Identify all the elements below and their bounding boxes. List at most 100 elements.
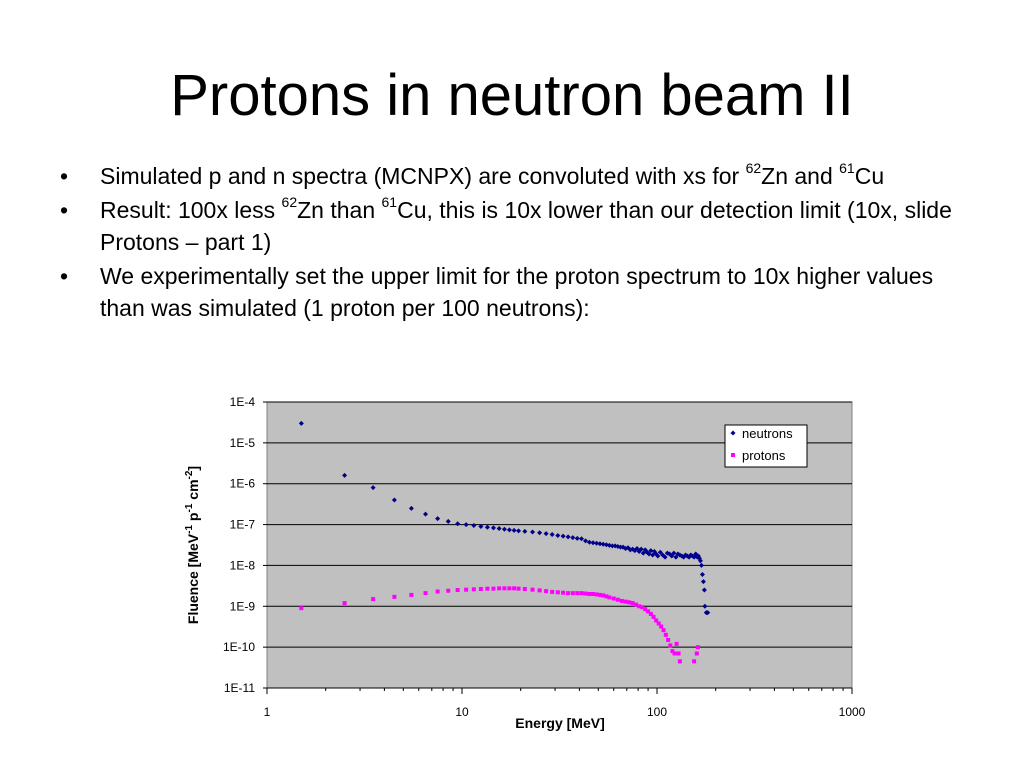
protons-point <box>694 651 699 656</box>
neutrons-point <box>478 523 484 529</box>
y-tick-label: 1E-6 <box>230 477 256 491</box>
neutrons-point <box>555 533 561 539</box>
neutrons-point <box>650 552 656 558</box>
y-axis-label-superscript: -2 <box>184 470 195 479</box>
legend-label-neutrons: neutrons <box>742 426 793 441</box>
y-axis-label-part: cm <box>185 479 201 503</box>
protons-point <box>643 607 648 612</box>
protons-point <box>611 596 616 601</box>
neutrons-point <box>662 554 668 560</box>
y-axis-label-superscript: -1 <box>184 503 195 512</box>
neutrons-point <box>648 548 654 554</box>
protons-point <box>670 649 675 654</box>
neutrons-point <box>391 497 397 503</box>
neutrons-point <box>638 546 644 552</box>
bullet-item: Simulated p and n spectra (MCNPX) are co… <box>60 160 980 192</box>
bullet-text: Zn than <box>297 197 382 223</box>
bullet-text: Simulated p and n spectra (MCNPX) are co… <box>100 163 746 189</box>
protons-point <box>640 605 645 610</box>
y-axis-label-part: ] <box>185 466 201 471</box>
bullet-item: Result: 100x less 62Zn than 61Cu, this i… <box>60 194 980 258</box>
protons-point <box>668 643 673 648</box>
bullet-list: Simulated p and n spectra (MCNPX) are co… <box>60 160 980 326</box>
bullet-text: Result: 100x less <box>100 197 282 223</box>
protons-point <box>648 611 653 616</box>
legend-box <box>724 424 808 468</box>
legend: neutrons protons <box>724 424 808 468</box>
neutrons-point <box>673 554 679 560</box>
isotope-mass-superscript: 61 <box>839 160 855 177</box>
protons-point <box>619 598 624 603</box>
protons-point <box>666 637 671 642</box>
protons-point <box>392 594 397 599</box>
protons-point <box>530 587 535 592</box>
neutrons-point <box>511 527 517 533</box>
protons-point <box>522 586 527 591</box>
neutrons-point <box>455 521 461 527</box>
neutrons-point <box>646 551 652 557</box>
neutrons-point <box>583 538 589 544</box>
neutrons-point <box>435 516 441 522</box>
x-tick-label: 10 <box>455 705 469 719</box>
isotope-mass-superscript: 62 <box>281 194 298 211</box>
neutrons-point <box>565 534 571 540</box>
neutrons-point <box>600 541 606 547</box>
neutrons-point <box>484 524 490 530</box>
slide-title: Protons in neutron beam II <box>170 63 854 128</box>
neutrons-point <box>342 472 348 478</box>
neutrons-point <box>549 532 555 538</box>
protons-point <box>601 593 606 598</box>
protons-point <box>446 588 451 593</box>
neutrons-point <box>516 528 522 534</box>
protons-point <box>544 589 549 594</box>
neutrons-point <box>506 527 512 533</box>
isotope-mass-superscript: 62 <box>745 160 762 177</box>
legend-marker-neutrons <box>730 430 736 436</box>
neutrons-point <box>697 558 703 564</box>
y-tick-label: 1E-10 <box>223 640 255 654</box>
protons-point <box>583 591 588 596</box>
protons-point <box>497 586 502 591</box>
fluence-chart: 1E-4 1E-5 1E-6 1E-7 1E-8 1E-9 1E-10 1E-11 1 10 10… <box>184 395 866 731</box>
neutrons-point <box>705 610 711 616</box>
bullet-text: Cu, this is 10x lower than our detection… <box>100 197 952 255</box>
protons-point <box>663 632 668 637</box>
y-axis-label-part: p <box>185 513 201 525</box>
protons-point <box>656 621 661 626</box>
protons-point <box>676 651 681 656</box>
protons-point <box>555 590 560 595</box>
neutrons-point <box>682 552 688 558</box>
legend-label-protons: protons <box>742 448 786 463</box>
neutrons-point <box>471 522 477 528</box>
protons-point <box>623 599 628 604</box>
neutrons-point <box>618 544 624 550</box>
protons-point <box>630 601 635 606</box>
x-tick-label: 1000 <box>839 705 866 719</box>
protons-point <box>409 592 414 597</box>
protons-point <box>455 588 460 593</box>
neutrons-point <box>543 531 549 537</box>
y-tick-label: 1E-7 <box>230 518 256 532</box>
neutrons-point <box>700 579 706 585</box>
neutrons-point <box>657 549 663 555</box>
protons-point <box>659 624 664 629</box>
protons-point <box>654 618 659 623</box>
protons-point <box>594 592 599 597</box>
neutrons-point <box>699 571 705 577</box>
grid-lines <box>267 401 852 689</box>
protons-point <box>597 592 602 597</box>
neutrons-point <box>688 552 694 558</box>
protons-point <box>491 586 496 591</box>
protons-point <box>516 586 521 591</box>
neutrons-point <box>702 603 708 609</box>
neutrons-point <box>594 540 600 546</box>
protons-point <box>507 586 512 591</box>
neutrons-point <box>660 552 666 558</box>
neutrons-point <box>590 540 596 546</box>
neutrons-point <box>597 541 603 547</box>
protons-point <box>627 600 632 605</box>
protons-point <box>615 597 620 602</box>
y-axis-ticks: 1E-4 1E-5 1E-6 1E-7 1E-8 1E-9 1E-10 1E-11 <box>223 395 267 695</box>
protons-point <box>692 659 697 664</box>
neutrons-point <box>634 545 640 551</box>
